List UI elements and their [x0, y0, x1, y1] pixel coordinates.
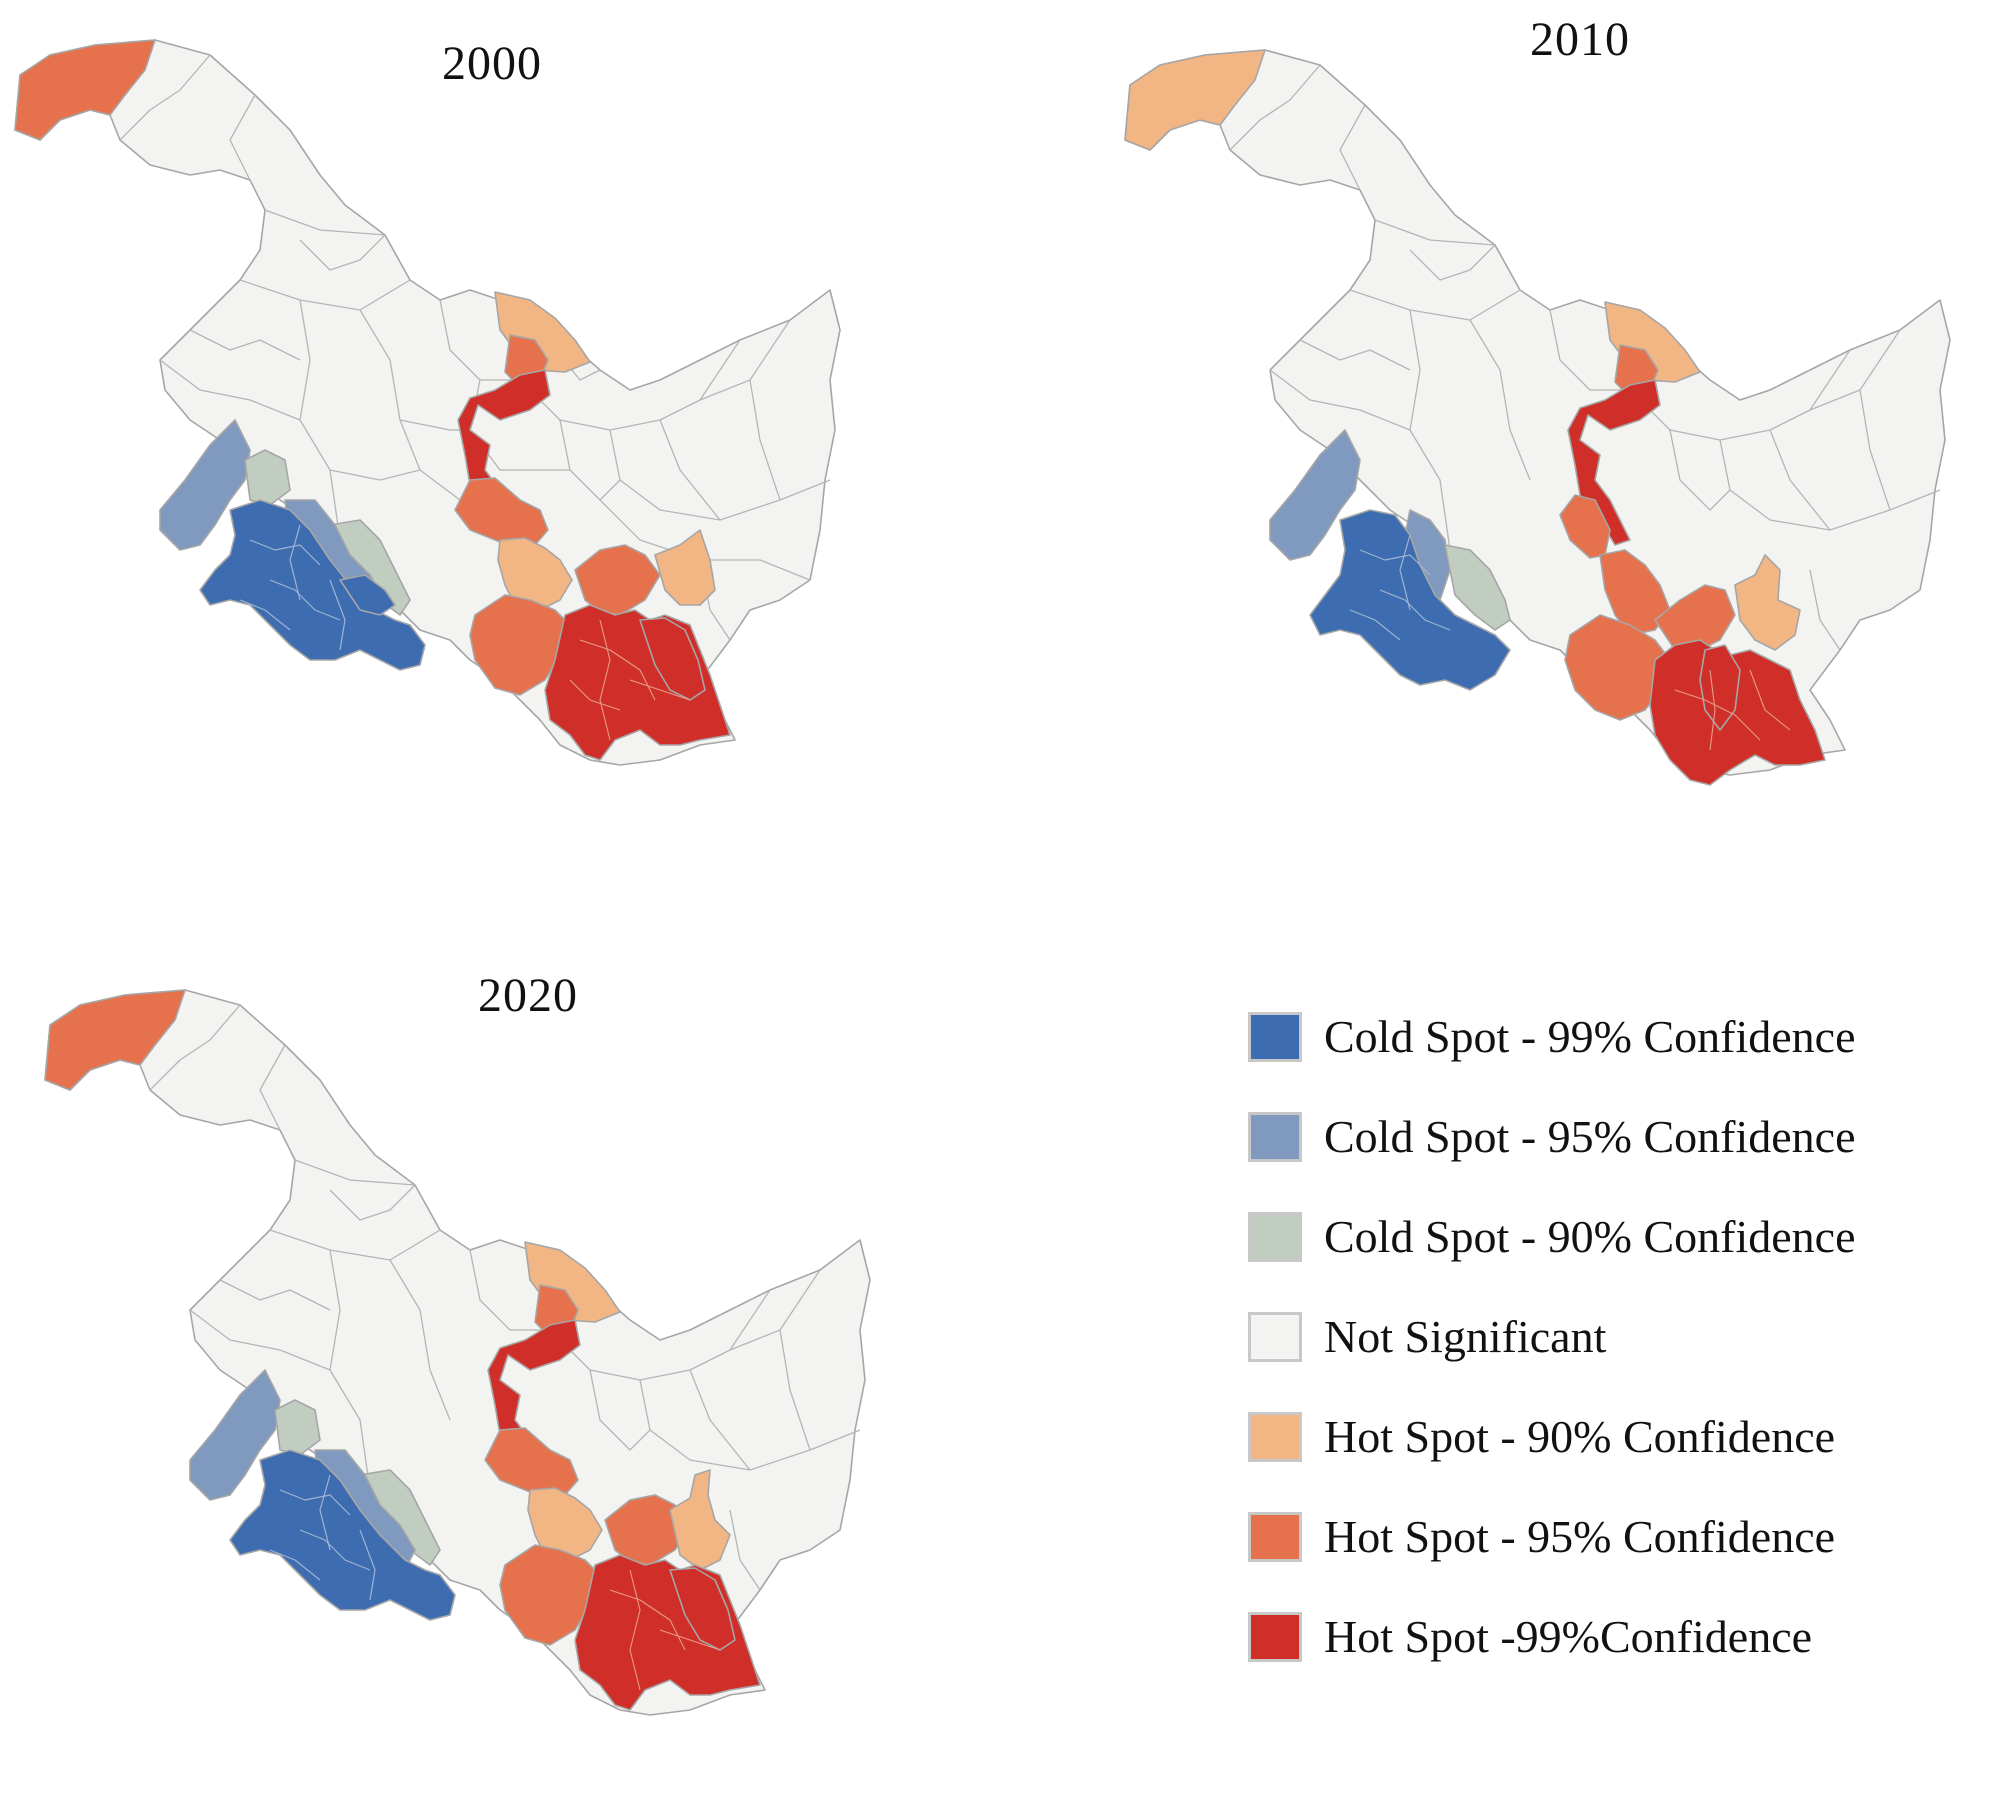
legend-label-hot95: Hot Spot - 95% Confidence	[1324, 1511, 1836, 1562]
legend-label-ns: Not Significant	[1324, 1311, 1607, 1362]
map-title-2000: 2000	[442, 37, 542, 90]
legend-swatch-cold95	[1248, 1112, 1302, 1162]
legend-item-ns: Not Significant	[1248, 1311, 1968, 1372]
map-2010	[1124, 49, 1951, 786]
legend-item-cold90: Cold Spot - 90% Confidence	[1248, 1211, 1968, 1272]
legend-swatch-cold90	[1248, 1212, 1302, 1262]
legend-swatch-hot95	[1248, 1512, 1302, 1562]
map-title-2010: 2010	[1530, 13, 1630, 66]
legend-swatch-ns	[1248, 1312, 1302, 1362]
legend-label-hot90: Hot Spot - 90% Confidence	[1324, 1411, 1836, 1462]
map-2020-regions	[44, 989, 871, 1716]
legend-label-hot99: Hot Spot -99%Confidence	[1324, 1611, 1813, 1662]
legend-swatch-cold99	[1248, 1012, 1302, 1062]
legend-label-cold99: Cold Spot - 99% Confidence	[1324, 1011, 1856, 1062]
map-2010-regions	[1124, 49, 1951, 786]
map-panel-2000: 2000	[0, 0, 1000, 860]
legend-swatch-hot90	[1248, 1412, 1302, 1462]
map-2000-regions	[14, 39, 841, 766]
legend-label-cold95: Cold Spot - 95% Confidence	[1324, 1111, 1856, 1162]
legend-item-hot99: Hot Spot -99%Confidence	[1248, 1611, 1968, 1672]
map-2020	[44, 989, 871, 1716]
legend-item-cold95: Cold Spot - 95% Confidence	[1248, 1111, 1968, 1172]
legend-label-cold90: Cold Spot - 90% Confidence	[1324, 1211, 1856, 1262]
map-2000	[14, 39, 841, 766]
map-panel-2020: 2020	[30, 950, 1030, 1810]
legend-swatch-hot99	[1248, 1612, 1302, 1662]
legend-item-hot95: Hot Spot - 95% Confidence	[1248, 1511, 1968, 1572]
map-title-2020: 2020	[478, 969, 578, 1022]
legend-item-cold99: Cold Spot - 99% Confidence	[1248, 1011, 1968, 1072]
legend-item-hot90: Hot Spot - 90% Confidence	[1248, 1411, 1968, 1472]
map-panel-2010: 2010	[1110, 10, 2000, 870]
